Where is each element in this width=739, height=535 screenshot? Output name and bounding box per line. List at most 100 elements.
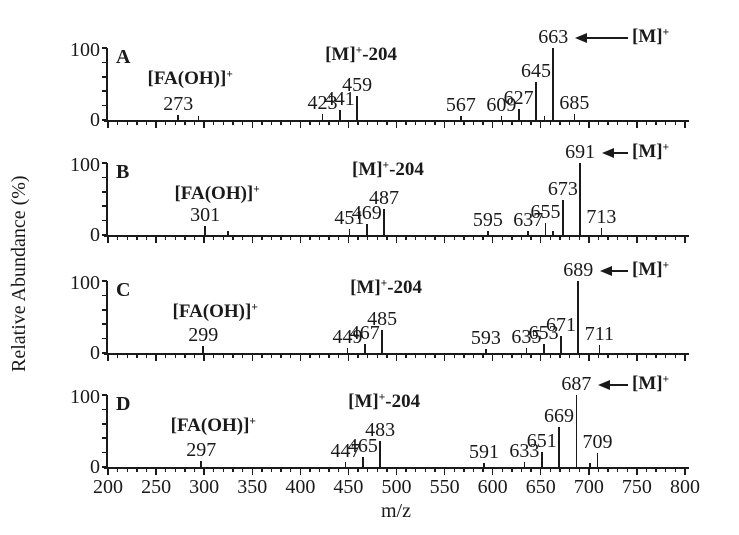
x-axis-tick <box>174 237 176 241</box>
peak-bar <box>344 461 347 467</box>
peak-bar <box>197 116 200 120</box>
x-axis-tick <box>520 237 523 241</box>
x-axis-tick <box>597 469 600 473</box>
x-axis-tick <box>280 122 282 126</box>
x-axis-tick <box>299 122 302 128</box>
x-axis-tick <box>655 355 657 359</box>
x-axis-tick <box>588 469 590 475</box>
y-axis-tick <box>102 61 107 64</box>
x-axis-tick <box>549 355 552 359</box>
peak-bar <box>500 115 503 120</box>
x-axis-tick <box>145 469 148 473</box>
peak-mz-label: 673 <box>547 178 578 201</box>
peak-mz-label: 459 <box>342 74 373 97</box>
x-axis-tick <box>607 237 609 241</box>
peak-bar <box>227 230 230 235</box>
y-axis-title: Relative Abundance (%) <box>8 175 30 372</box>
x-axis-tick <box>328 122 330 126</box>
peak-mz-label: 301 <box>190 204 221 227</box>
x-axis-tick <box>318 355 321 359</box>
x-axis-tick <box>241 469 244 473</box>
x-axis-tick <box>395 122 398 128</box>
x-axis-tick <box>645 122 648 126</box>
fa-oh-fragment-label: [FA(OH)]+ <box>170 415 256 436</box>
peak-mz-label: 713 <box>586 205 617 228</box>
x-axis-tick <box>386 355 388 359</box>
x-axis-tick <box>636 355 638 361</box>
x-axis-tick <box>559 237 561 241</box>
x-axis-tick <box>328 469 330 473</box>
peak-mz-label: 635 <box>511 325 542 348</box>
x-axis-tick <box>251 237 253 243</box>
x-axis-tick <box>415 355 417 359</box>
panel-letter: B <box>116 161 130 183</box>
peak-bar <box>204 226 207 235</box>
y-axis-min-label: 0 <box>90 456 100 478</box>
peak-mz-label: 689 <box>563 259 594 281</box>
peak-mz-label: 609 <box>486 93 517 116</box>
x-axis-tick <box>424 355 427 359</box>
x-axis-tick <box>338 237 340 241</box>
x-axis-tick <box>309 237 311 241</box>
x-axis-tick <box>568 122 571 126</box>
x-axis-tick <box>116 237 119 241</box>
x-axis-tick <box>463 355 465 359</box>
x-axis-tick <box>318 469 321 473</box>
peak-bar <box>579 163 582 235</box>
x-axis-tick <box>607 122 609 126</box>
x-axis-tick <box>540 355 542 361</box>
x-axis-tick <box>155 469 157 475</box>
peak-mz-label: 485 <box>367 307 398 330</box>
y-axis-tick <box>102 408 107 411</box>
x-axis-tick-label: 500 <box>381 476 412 498</box>
x-axis-tick <box>655 237 657 241</box>
left-arrow-icon <box>602 148 615 158</box>
peak-bar <box>177 114 180 120</box>
x-axis-tick <box>213 237 215 241</box>
x-axis-tick <box>549 469 552 473</box>
x-axis-tick <box>165 469 167 473</box>
x-axis-tick <box>472 469 475 473</box>
x-axis-tick <box>415 469 417 473</box>
peak-mz-label: 441 <box>324 87 355 110</box>
peak-bar <box>365 224 368 235</box>
x-axis-tick <box>270 355 273 359</box>
y-axis-max-label: 100 <box>70 386 100 408</box>
peak-mz-label: 627 <box>503 87 534 110</box>
left-arrow-shaft <box>607 384 628 386</box>
x-axis-tick-label: 550 <box>429 476 460 498</box>
x-axis-tick <box>463 237 465 241</box>
x-axis-tick <box>520 122 523 126</box>
x-axis-tick <box>261 237 263 241</box>
peak-bar <box>483 463 485 467</box>
peak-bar <box>381 329 383 353</box>
peak-mz-label: 663 <box>538 26 569 48</box>
x-axis-tick <box>232 122 234 126</box>
x-axis-tick <box>222 469 225 473</box>
x-axis-tick <box>626 122 628 126</box>
y-axis-min-label: 0 <box>90 109 100 131</box>
peak-mz-label: 487 <box>368 187 399 210</box>
x-axis-tick <box>405 355 407 359</box>
peak-bar <box>338 109 341 120</box>
x-axis-tick <box>251 355 253 361</box>
peak-mz-label: 423 <box>307 92 338 115</box>
peak-bar <box>562 200 564 235</box>
x-axis-tick <box>203 122 205 128</box>
peak-bar <box>535 81 537 120</box>
peak-mz-label: 653 <box>528 322 559 345</box>
x-axis-tick <box>165 237 167 241</box>
x-axis-tick <box>511 355 513 359</box>
x-axis-tick <box>665 469 667 473</box>
y-axis-tick <box>102 437 107 439</box>
x-axis-tick <box>684 122 686 128</box>
peak-mz-label: 567 <box>445 94 476 117</box>
x-axis-tick <box>145 355 148 359</box>
x-axis-tick <box>645 469 648 473</box>
x-axis-tick <box>626 469 628 473</box>
x-axis-tick <box>328 237 330 241</box>
x-axis-tick <box>491 469 494 475</box>
panel-letter: A <box>116 46 131 68</box>
x-axis-tick <box>366 237 369 241</box>
